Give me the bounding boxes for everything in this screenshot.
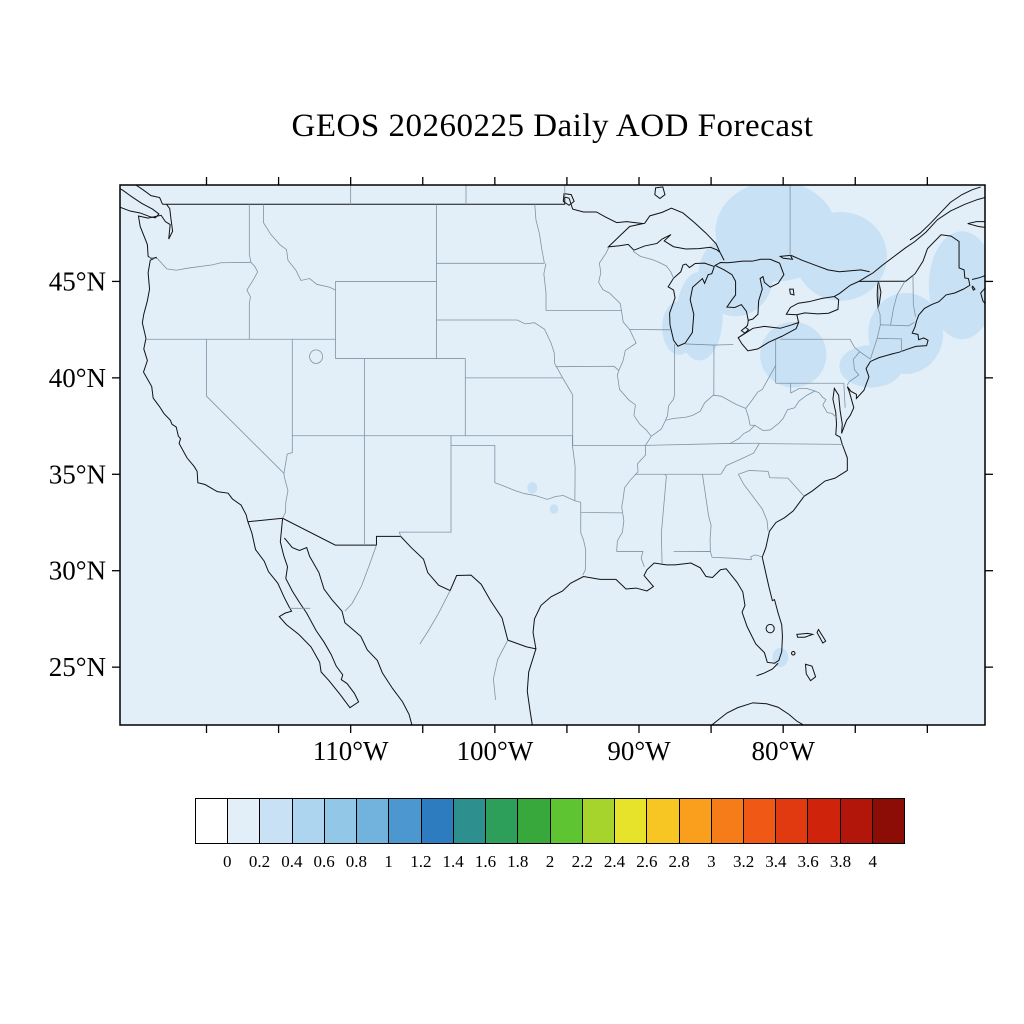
latitude-tick-label: 30°N [49,556,106,586]
us-canada-49th-parallel-border [163,197,644,223]
lake-of-the-woods [563,194,574,206]
colorbar-tick-label: 1.6 [474,852,497,871]
colorbar-cell [711,799,744,843]
colorbar-cell [196,799,229,843]
andros-island [806,664,816,680]
nova-scotia-coast [981,288,985,303]
colorbar-tick-label: 0.8 [345,852,367,871]
colorbar-cell [357,799,390,843]
colorbar-cell [679,799,712,843]
colorbar-tick-label: 3.6 [797,852,819,871]
colorbar-tick-label: 3 [707,852,716,871]
latitude-labels: 45°N 40°N 35°N 30°N 25°N [49,266,106,682]
lake-nipissing [780,255,792,259]
longitude-labels: 110°W 100°W 90°W 80°W [313,736,816,766]
conus-border-gulf-atlantic-coastline [248,235,970,664]
grand-bahama-island [797,633,813,637]
colorbar-tick-label: 1.2 [410,852,432,871]
vancouver-island-coast [120,189,159,218]
lake-ontario-outline [786,296,838,314]
colorbar-tick-label: 3.8 [829,852,852,871]
colorbar-tick-label: 0 [223,852,232,871]
colorbar-cell [260,799,293,843]
latitude-tick-label: 40°N [49,363,106,393]
longitude-tick-label: 80°W [752,736,816,766]
colorbar-cell [389,799,422,843]
colorbar-tick-label: 3.2 [733,852,755,871]
abaco-island [817,630,826,644]
colorbar-cell [615,799,648,843]
grand-manan-island [972,286,975,290]
colorbar-cell [872,799,905,843]
chaleur-bay [968,222,985,228]
colorbar-cell [453,799,487,843]
latitude-tick-label: 25°N [49,652,106,682]
colorbar-cell [808,799,841,843]
cuba-north-coast [712,703,804,725]
ottawa-river [791,255,870,271]
sonora-sinaloa-coast [284,538,412,725]
colorbar-tick-label: 0.2 [248,852,271,871]
great-salt-lake [310,350,323,364]
latitude-tick-label: 45°N [49,266,106,296]
colorbar-cell [743,799,777,843]
colorbar-tick-label: 2.6 [636,852,658,871]
colorbar-tick-label: 4 [868,852,877,871]
lake-michigan-outline [668,263,714,346]
colorbar-cell [228,799,261,843]
colorbar-cell [292,799,325,843]
longitude-tick-label: 90°W [607,736,671,766]
colorbar-tick-label: 2.2 [571,852,593,871]
baja-california-coast [248,518,359,707]
colorbar-tick-label: 1.4 [442,852,464,871]
bc-mainland-coast [136,185,163,204]
map-frame [119,184,986,726]
colorbar-cell [421,799,454,843]
coastlines [120,185,985,725]
state-borders [146,185,916,700]
lake-huron-outline [715,259,784,320]
longitude-tick-label: 110°W [313,736,389,766]
colorbar-tick-label: 2.8 [668,852,690,871]
axis-ticks [112,177,993,733]
colorbar-cell [518,799,551,843]
colorbar-cell [324,799,358,843]
colorbar-cell [840,799,873,843]
niagara-river [797,315,799,323]
page-title: GEOS 20260225 Daily AOD Forecast [291,108,814,144]
lake-st-clair-outline [741,327,748,333]
colorbar-cell [550,799,583,843]
aod-patches [527,185,985,668]
colorbar-tick-label: 1.8 [507,852,529,871]
colorbar-tick-label: 1 [384,852,393,871]
colorbar-cell [776,799,809,843]
colorbar-tick-label: 0.6 [313,852,335,871]
new-brunswick-fundy-coast [972,276,985,280]
colorbar-cell [486,799,519,843]
colorbar-cell [582,799,616,843]
lake-okeechobee [766,624,774,632]
longitude-tick-label: 100°W [456,736,533,766]
map-plot: 110°W 100°W 90°W 80°W 45°N 40°N 35°N 30°N 25°N [49,177,993,766]
colorbar-tick-label: 2.4 [603,852,626,871]
st-clair-detroit-rivers [738,320,748,337]
colorbar-tick-label: 2 [545,852,555,871]
florida-keys [756,663,778,676]
colorbar-cell [647,799,680,843]
lake-superior-outline [608,208,720,252]
bimini-island [792,652,795,655]
lake-simcoe [790,289,794,295]
st-marys-river [720,252,724,260]
st-lawrence-north-shore [910,187,981,240]
colorbar-tick-label: 3.4 [765,852,787,871]
lake-nipigon [655,187,665,199]
st-lawrence-south-shore [859,198,985,282]
colorbar-tick-label: 0.4 [281,852,303,871]
aod-colorbar-labels: 0 0.2 0.4 0.6 0.8 1 1.2 1.4 1.6 1.8 2 2.2 2.4 2.6 2.8 3… [195,852,905,878]
latitude-tick-label: 35°N [49,459,106,489]
mexico-gulf-coast [527,649,536,725]
aod-colorbar [195,798,905,844]
